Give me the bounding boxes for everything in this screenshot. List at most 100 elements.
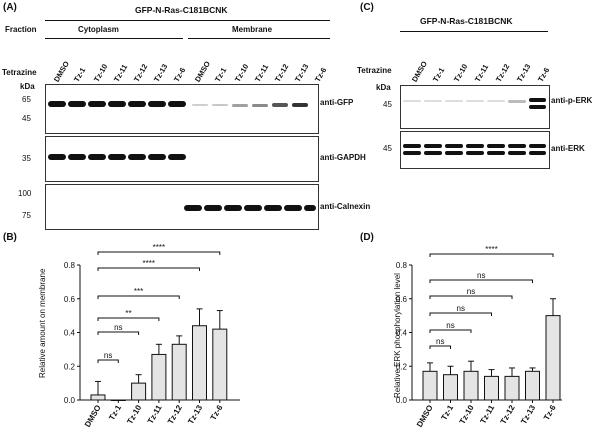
significance-label: ns (457, 304, 465, 313)
lane-label: Tz-12 (132, 62, 150, 84)
lane-label: Tz-11 (473, 62, 491, 84)
significance-bracket (429, 329, 472, 333)
panel-a-tetrazine-label: Tetrazine (2, 68, 37, 77)
gfp-blot (45, 84, 319, 134)
panel-a-fraction-label: Fraction (5, 25, 37, 34)
lane-label: Tz-12 (273, 62, 291, 84)
erk-band (487, 151, 505, 155)
erk-band (508, 144, 526, 148)
lane-label: Tz-1 (72, 66, 88, 84)
significance-bracket (429, 295, 513, 299)
lane-label: DMSO (410, 59, 430, 84)
calnexin-band (204, 205, 222, 211)
erk-blot (400, 131, 550, 169)
p-erk-band (424, 100, 442, 102)
panel-c-construct-line (400, 31, 548, 32)
lane-label: Tz-10 (452, 62, 470, 84)
significance-label: ns (446, 321, 454, 330)
lane-label: Tz-13 (293, 62, 311, 84)
erk-band (403, 151, 421, 155)
x-tick-label: Tz-6 (209, 403, 225, 422)
bar (443, 374, 458, 401)
calnexin-band (244, 205, 262, 211)
gfp-band (212, 104, 228, 106)
bar (151, 353, 167, 401)
x-tick-label: DMSO (83, 404, 103, 429)
y-tick-label: 0.2 (64, 362, 76, 371)
bar (545, 315, 561, 401)
gfp-marker: 45 (22, 114, 31, 123)
gapdh-blot (45, 136, 319, 182)
gfp-band (168, 101, 186, 107)
calnexin-blot (45, 184, 319, 230)
significance-bracket (97, 267, 200, 271)
y-tick-label: 0.6 (64, 295, 76, 304)
panel-label-d: (D) (360, 232, 374, 243)
bar (171, 343, 187, 401)
lane-label: Tz-6 (172, 66, 188, 84)
y-tick-label: 0.0 (64, 396, 76, 405)
p-erk-band (403, 100, 421, 102)
significance-bracket (97, 295, 180, 299)
lane-label: Tz-6 (313, 66, 329, 84)
gapdh-band (48, 154, 66, 160)
bar (90, 394, 106, 401)
panel-a-construct-title: GFP-N-Ras-C181BCNK (135, 5, 228, 15)
fraction-membrane: Membrane (232, 25, 273, 34)
bar (484, 375, 499, 401)
gfp-band (232, 104, 248, 107)
significance-bracket (429, 253, 554, 257)
panel-c-construct-title: GFP-N-Ras-C181BCNK (420, 16, 513, 26)
erk-band (466, 151, 484, 155)
significance-label: ns (477, 271, 485, 280)
chart-b-ylabel: Relative amount on membrane (38, 268, 47, 378)
erk-band (529, 144, 546, 148)
significance-label: ns (104, 351, 112, 360)
cytoplasm-line (45, 38, 183, 39)
x-tick-label: Tz-6 (542, 403, 558, 422)
significance-label: ns (467, 287, 475, 296)
lane-label: DMSO (52, 59, 72, 84)
x-tick-label: Tz-10 (125, 403, 143, 426)
chart-d-ylabel: Relative ERK phosphorylation level (393, 273, 402, 398)
p-erk-band (487, 100, 505, 102)
gfp-band (272, 103, 288, 107)
significance-label: ns (114, 323, 122, 332)
lane-label: Tz-1 (431, 66, 447, 84)
calnexin-marker: 75 (22, 211, 31, 220)
erk-band (529, 151, 546, 155)
gapdh-band (168, 154, 186, 160)
x-tick-label: Tz-10 (458, 403, 476, 426)
anti-gfp-label: anti-GFP (320, 98, 354, 107)
bar (192, 325, 207, 401)
gfp-band (88, 101, 106, 107)
p-erk-band (529, 105, 546, 109)
calnexin-marker: 100 (18, 189, 32, 198)
significance-label: ns (436, 337, 444, 346)
panel-label-c: (C) (360, 2, 374, 13)
significance-bracket (429, 345, 451, 349)
lane-label: DMSO (193, 59, 213, 84)
x-tick-label: Tz-13 (186, 403, 204, 426)
y-tick-label: 0.4 (64, 329, 76, 338)
gapdh-band (68, 154, 86, 160)
bar (110, 399, 126, 401)
erk-band (487, 144, 505, 148)
gfp-band (108, 101, 126, 107)
p-erk-blot (400, 85, 550, 129)
gfp-marker: 65 (22, 95, 31, 104)
panel-c-kda-label: kDa (376, 83, 391, 92)
p-erk-band (445, 100, 463, 102)
erk-band (445, 144, 463, 148)
panel-c-tetrazine-label: Tetrazine (357, 66, 392, 75)
gapdh-band (108, 154, 126, 160)
significance-bracket (97, 251, 221, 255)
panel-label-a: (A) (3, 2, 17, 13)
p-erk-marker: 45 (383, 100, 392, 109)
gapdh-band (88, 154, 106, 160)
anti-calnexin-label: anti-Calnexin (320, 202, 371, 211)
lane-label: Tz-11 (112, 62, 130, 84)
gfp-band (68, 101, 86, 107)
erk-band (424, 151, 442, 155)
gapdh-band (148, 154, 166, 160)
